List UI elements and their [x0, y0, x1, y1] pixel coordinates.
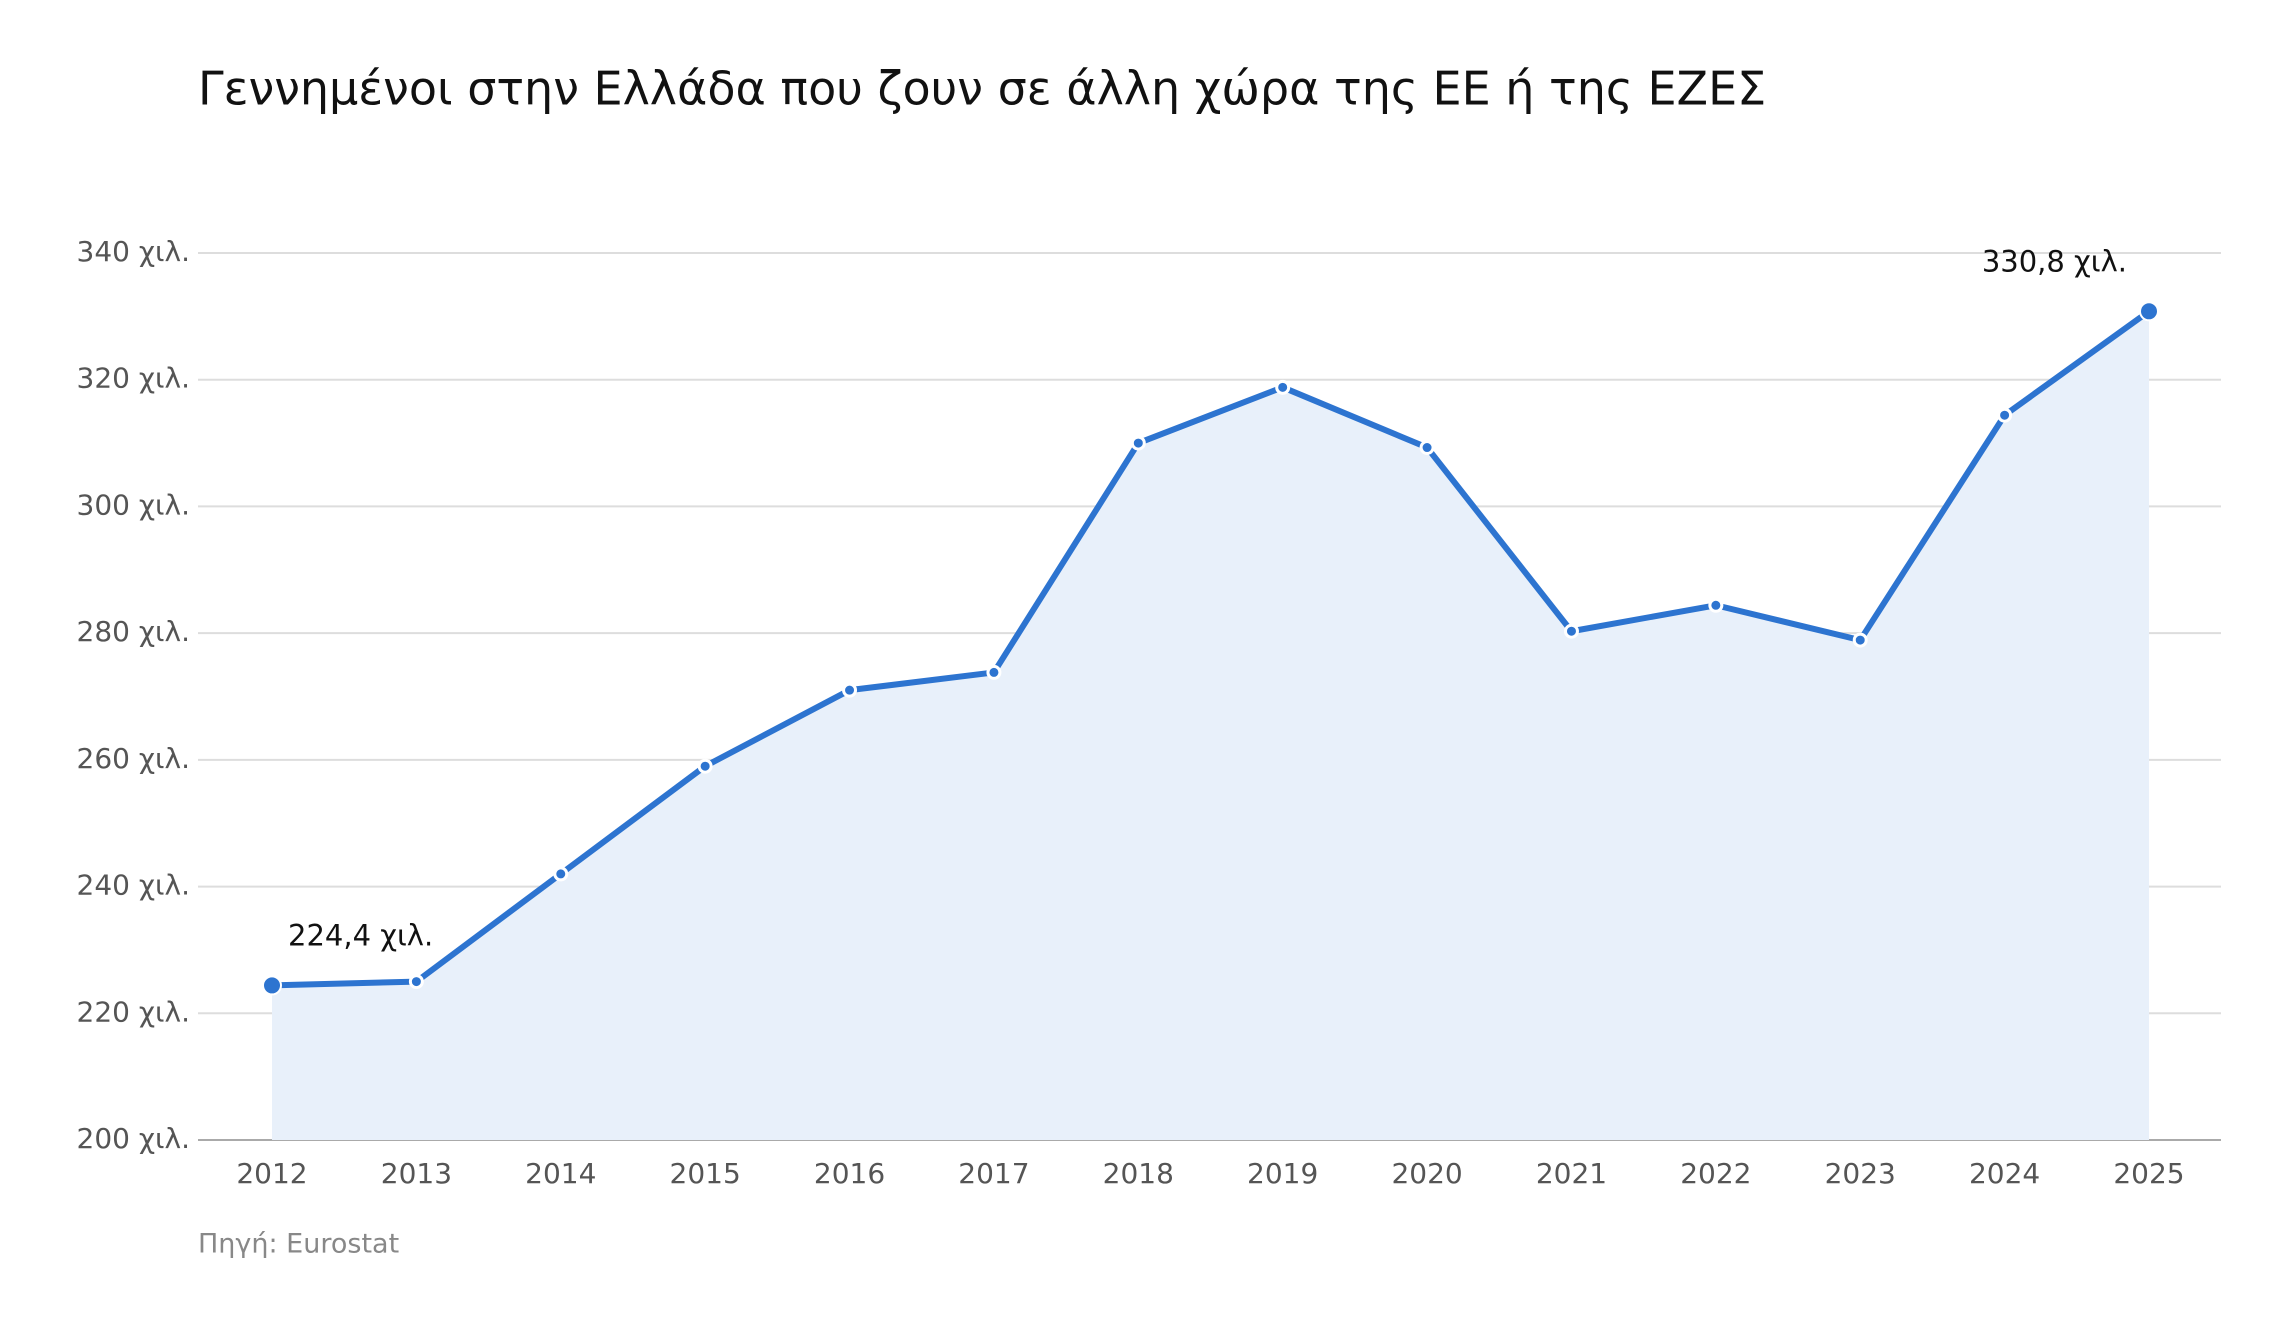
point	[408, 974, 424, 990]
y-tick-label: 300 χιλ.	[77, 488, 190, 521]
point	[262, 975, 282, 996]
y-tick-label: 220 χιλ.	[77, 995, 190, 1028]
point	[1275, 379, 1291, 395]
x-tick-label: 2013	[381, 1157, 452, 1190]
y-tick-label: 320 χιλ.	[77, 362, 190, 395]
chart-title: Γεννημένοι στην Ελλάδα που ζουν σε άλλη …	[198, 62, 1766, 116]
point	[1997, 407, 2013, 423]
y-tick-label: 340 χιλ.	[77, 235, 190, 268]
point	[697, 758, 713, 774]
point	[1708, 597, 1724, 613]
x-tick-label: 2012	[236, 1157, 307, 1190]
x-tick-label: 2017	[958, 1157, 1029, 1190]
x-tick-label: 2015	[670, 1157, 741, 1190]
x-tick-label: 2025	[2113, 1157, 2184, 1190]
value-label: 330,8 χιλ.	[1982, 244, 2127, 278]
point	[2139, 301, 2159, 322]
point	[1563, 623, 1579, 639]
x-tick-label: 2023	[1825, 1157, 1896, 1190]
source: Πηγή: Eurostat	[198, 1229, 399, 1260]
x-tick-label: 2019	[1247, 1157, 1318, 1190]
point	[986, 664, 1002, 680]
y-tick-label: 200 χιλ.	[77, 1122, 190, 1155]
y-tick-label: 280 χιλ.	[77, 615, 190, 648]
value-label: 224,4 χιλ.	[288, 918, 433, 952]
x-tick-label: 2018	[1103, 1157, 1174, 1190]
point	[1852, 632, 1868, 648]
x-tick-label: 2014	[525, 1157, 596, 1190]
x-tick-label: 2022	[1680, 1157, 1751, 1190]
point	[842, 682, 858, 698]
point	[1130, 435, 1146, 451]
x-tick-label: 2020	[1391, 1157, 1462, 1190]
y-tick-label: 260 χιλ.	[77, 742, 190, 775]
point	[1419, 440, 1435, 456]
point	[553, 866, 569, 882]
y-tick-label: 240 χιλ.	[77, 869, 190, 902]
x-tick-label: 2021	[1536, 1157, 1607, 1190]
area	[272, 311, 2149, 1140]
x-tick-label: 2016	[814, 1157, 885, 1190]
line	[271, 308, 2151, 989]
x-tick-label: 2024	[1969, 1157, 2040, 1190]
